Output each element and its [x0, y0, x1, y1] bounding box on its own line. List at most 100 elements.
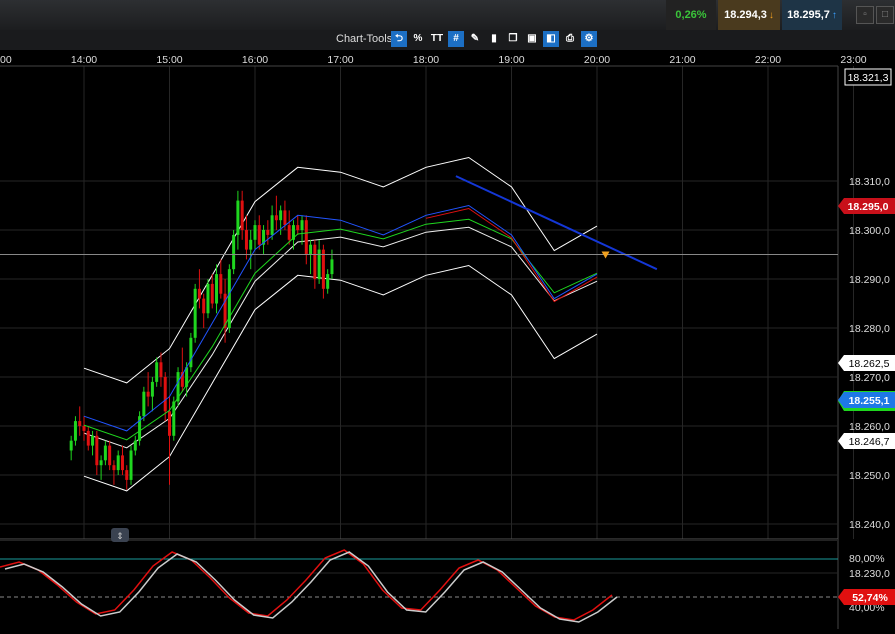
candle-body: [279, 210, 283, 221]
candle: [249, 230, 253, 270]
print-icon[interactable]: ⎙: [566, 33, 574, 44]
candle: [300, 215, 304, 245]
candle-body: [86, 430, 90, 446]
candle: [215, 264, 219, 314]
draw-line-icon[interactable]: ✎: [470, 33, 480, 44]
oscillator-current-tag: 52,74%: [838, 589, 895, 605]
svg-text:18.295,0: 18.295,0: [848, 201, 889, 213]
candle-body: [283, 210, 287, 226]
candle-body: [138, 416, 142, 441]
maximize-window-icon[interactable]: □: [876, 6, 894, 24]
candle: [304, 215, 308, 265]
change-percent: 0,26%: [666, 0, 716, 30]
candle: [262, 225, 266, 255]
chart-area[interactable]: 00 14:00 15:00 16:00 17:00 18:00 19:00 20:00 21:…: [0, 50, 895, 629]
candle-body: [159, 362, 163, 377]
candle-body: [95, 435, 99, 466]
candle-body: [266, 230, 270, 235]
percent-button[interactable]: %: [413, 33, 423, 44]
windows-icon[interactable]: ▣: [527, 33, 537, 44]
candle-body: [287, 225, 291, 240]
price-tag-upper-band: 18.262,5: [838, 355, 895, 371]
price-tick-label: 18.260,0: [849, 421, 890, 433]
time-tick-label: 21:00: [669, 54, 695, 66]
settings-icon[interactable]: ⚙: [581, 31, 597, 47]
candle-body: [257, 225, 261, 245]
candle: [309, 239, 313, 275]
candle: [223, 279, 227, 343]
restore-window-icon[interactable]: ▫: [856, 6, 874, 24]
time-tick-label: 14:00: [71, 54, 97, 66]
candle-body: [176, 372, 180, 402]
drawn-trendline[interactable]: [455, 175, 658, 271]
candle: [146, 372, 150, 407]
panel-resize-handle[interactable]: ⇕: [111, 528, 129, 542]
candle: [232, 230, 236, 275]
candle-body: [125, 470, 129, 480]
candle-body: [185, 367, 189, 387]
tag-icon[interactable]: ◧: [543, 31, 559, 47]
candle-body: [326, 274, 330, 289]
candle-body: [330, 259, 334, 275]
price-tick-label: 18.290,0: [849, 274, 890, 286]
candle: [82, 416, 86, 441]
candle-body: [112, 465, 116, 471]
candle-body: [215, 274, 219, 304]
candle: [219, 259, 223, 299]
candle: [129, 445, 133, 485]
candle: [103, 440, 107, 466]
price-tick-label: 18.300,0: [849, 225, 890, 237]
candle-body: [253, 225, 257, 240]
candle: [120, 445, 124, 475]
candle: [116, 450, 120, 475]
candle: [138, 411, 142, 446]
candle: [244, 215, 248, 260]
candle-body: [193, 288, 197, 338]
candle: [270, 205, 274, 240]
candle: [313, 239, 317, 289]
down-arrow-icon: ↓: [768, 10, 774, 21]
text-tool-button[interactable]: TT: [430, 33, 444, 44]
candle: [326, 269, 330, 294]
candle-body: [172, 401, 176, 436]
price-tick-label: 18.230,0: [849, 568, 890, 580]
oscillator-label-80: 80,00%: [849, 553, 885, 565]
time-tick-label: 16:00: [242, 54, 268, 66]
candle-body: [321, 249, 325, 289]
time-tick-label: 00: [0, 54, 12, 66]
candle: [133, 435, 137, 456]
candle: [321, 244, 325, 299]
candle: [240, 190, 244, 240]
candle: [142, 386, 146, 422]
price-chart[interactable]: 00 14:00 15:00 16:00 17:00 18:00 19:00 20:00 21:…: [0, 50, 895, 629]
candle: [95, 430, 99, 475]
candle: [236, 190, 240, 250]
candle: [112, 460, 116, 485]
chart-tools-label: Chart-Tools: [336, 33, 393, 45]
candle-body: [270, 215, 274, 235]
candle-body: [202, 298, 206, 314]
candle: [202, 293, 206, 328]
candle-body: [240, 200, 244, 230]
candlestick-icon[interactable]: ▮: [491, 33, 497, 44]
quote-bar: 0,26% 18.294,3 ↓ 18.295,7 ↑ ▫ □: [0, 0, 895, 30]
candle-body: [120, 455, 124, 471]
time-tick-label: 19:00: [498, 54, 524, 66]
ask-price[interactable]: 18.295,7 ↑: [782, 0, 842, 30]
candle-body: [99, 460, 103, 466]
bid-price[interactable]: 18.294,3 ↓: [718, 0, 780, 30]
candle-body: [116, 455, 120, 471]
grid-icon[interactable]: #: [448, 31, 464, 47]
candle: [274, 195, 278, 230]
candle-body: [197, 288, 201, 299]
candle: [266, 220, 270, 245]
candle-body: [236, 200, 240, 235]
candle: [108, 440, 112, 471]
candle-body: [304, 220, 308, 255]
candle: [210, 274, 214, 309]
candle: [317, 239, 321, 284]
back-icon[interactable]: ⮌: [391, 31, 407, 47]
moving-average-green: [83, 218, 598, 441]
candle-body: [274, 215, 278, 221]
layers-icon[interactable]: ❐: [508, 33, 518, 44]
